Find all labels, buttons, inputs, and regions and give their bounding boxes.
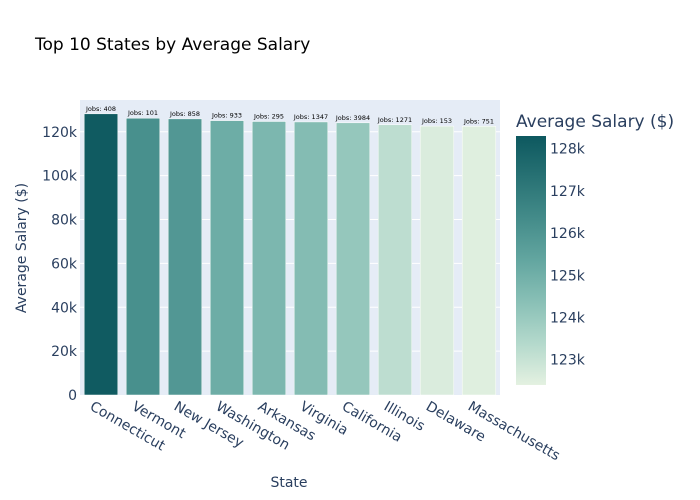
bar — [125, 117, 161, 396]
bar — [335, 122, 371, 396]
y-tick-label: 100k — [42, 169, 78, 185]
bar — [251, 121, 287, 396]
colorbar-tick-label: 124k — [550, 310, 586, 326]
bar — [83, 113, 119, 396]
y-tick-label: 20k — [51, 344, 78, 360]
bar-label: Jobs: 858 — [169, 110, 200, 118]
bar — [419, 125, 455, 396]
y-axis-label: Average Salary ($) — [14, 183, 30, 313]
bar-label: Jobs: 3984 — [335, 114, 370, 122]
bar-label: Jobs: 153 — [421, 117, 452, 125]
bar-label: Jobs: 933 — [211, 112, 242, 120]
colorbar-tick-label: 128k — [550, 142, 586, 158]
colorbar-tick-label: 123k — [550, 353, 586, 369]
y-tick-label: 60k — [51, 256, 78, 272]
bar — [209, 120, 245, 396]
bar-label: Jobs: 295 — [253, 112, 284, 120]
x-axis-label: State — [270, 475, 307, 491]
colorbar-title: Average Salary ($) — [516, 112, 674, 132]
y-tick-label: 120k — [42, 125, 78, 141]
bar — [377, 124, 413, 396]
colorbar-tick-label: 125k — [550, 268, 586, 284]
bar-label: Jobs: 751 — [463, 117, 494, 125]
bar-label: Jobs: 1271 — [377, 116, 412, 124]
bar — [293, 121, 329, 396]
y-axis-ticks: 0 20k 40k 60k 80k 100k 120k — [42, 125, 78, 404]
y-tick-label: 0 — [68, 388, 77, 404]
bar — [167, 118, 203, 396]
bar-label: Jobs: 101 — [127, 109, 158, 117]
bar — [461, 126, 497, 396]
bars — [83, 113, 497, 396]
y-tick-label: 40k — [51, 300, 78, 316]
bar-label: Jobs: 1347 — [293, 113, 328, 121]
colorbar — [516, 136, 546, 385]
bar-labels: Jobs: 408 Jobs: 101 Jobs: 858 Jobs: 933 Jobs… — [85, 105, 494, 126]
chart-title: Top 10 States by Average Salary — [34, 35, 310, 55]
bar-label: Jobs: 408 — [85, 105, 116, 113]
y-tick-label: 80k — [51, 213, 78, 229]
colorbar-tick-label: 126k — [550, 226, 586, 242]
colorbar-ticks: 123k 124k 125k 126k 127k 128k — [550, 142, 586, 369]
colorbar-tick-label: 127k — [550, 184, 586, 200]
